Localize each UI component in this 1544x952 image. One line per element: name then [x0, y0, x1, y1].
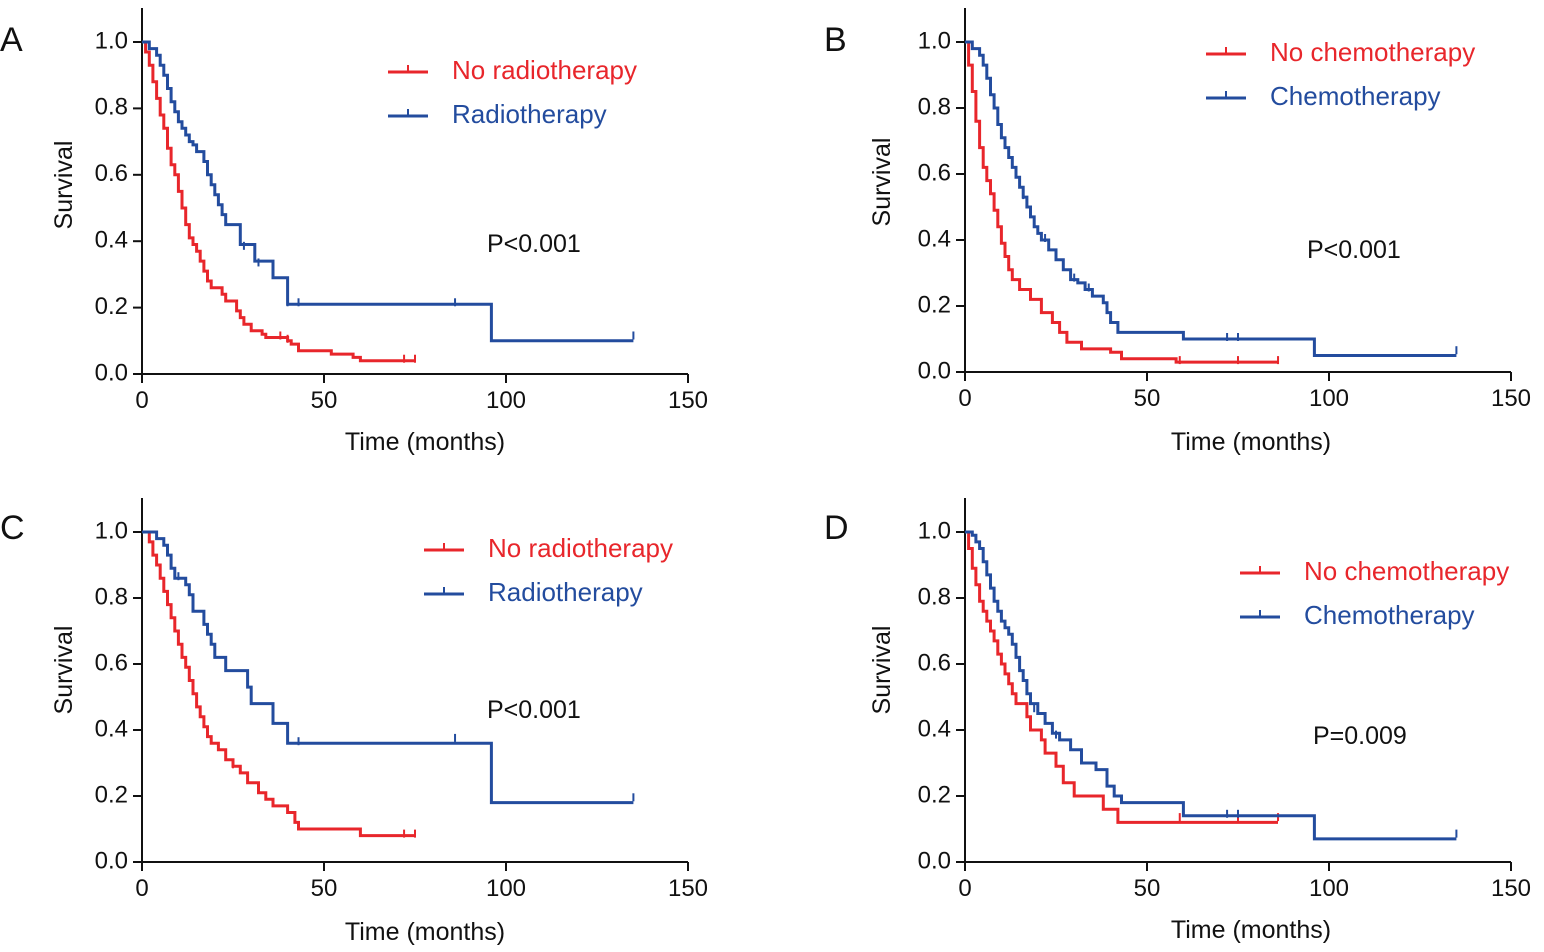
y-axis-title: Survival: [868, 138, 896, 227]
y-tick-label: 0.2: [95, 293, 128, 320]
x-tick-label: 150: [668, 387, 708, 414]
p-value: P<0.001: [487, 696, 581, 724]
survival-curve-no-chemotherapy: [965, 40, 1278, 364]
x-axis-title: Time (months): [1171, 916, 1331, 944]
x-tick-label: 100: [1309, 385, 1349, 412]
x-tick-label: 0: [958, 385, 971, 412]
x-tick-label: 150: [1491, 875, 1531, 902]
x-tick-label: 0: [135, 387, 148, 414]
p-value: P<0.001: [1307, 236, 1401, 264]
legend-label: Radiotherapy: [488, 577, 643, 607]
y-tick-label: 0.4: [918, 715, 951, 742]
y-tick-label: 0.8: [918, 583, 951, 610]
panel-a: A 0.0 0.2 0.4 0.6 0.8 1.0 0 50 100 150 Survival Time…: [0, 8, 708, 456]
survival-curve-radiotherapy: [142, 40, 634, 343]
y-tick-label: 0.0: [918, 357, 951, 384]
survival-curve-chemotherapy: [965, 530, 1457, 841]
x-tick-label: 150: [1491, 385, 1531, 412]
y-tick-label: 0.8: [918, 93, 951, 120]
x-axis-title: Time (months): [345, 918, 505, 946]
panel-c: C 0.0 0.2 0.4 0.6 0.8 1.0 0 50 100 150 Survival Time…: [0, 498, 708, 946]
legend-label: Chemotherapy: [1304, 600, 1475, 630]
y-tick-label: 0.8: [95, 583, 128, 610]
y-tick-label: 1.0: [918, 27, 951, 54]
p-value: P=0.009: [1313, 722, 1407, 750]
survival-curve-chemotherapy: [965, 40, 1457, 357]
y-tick-label: 1.0: [918, 517, 951, 544]
y-tick-label: 0.2: [95, 781, 128, 808]
survival-curve-no-chemotherapy: [965, 530, 1278, 824]
y-tick-label: 0.6: [95, 649, 128, 676]
survival-curve-no-radiotherapy: [142, 40, 415, 363]
x-tick-label: 100: [1309, 875, 1349, 902]
panel-b: B 0.0 0.2 0.4 0.6 0.8 1.0 0 50 100 150 Survival Time…: [824, 8, 1531, 456]
y-tick-label: 0.2: [918, 291, 951, 318]
y-tick-label: 1.0: [95, 517, 128, 544]
y-tick-label: 0.6: [918, 159, 951, 186]
y-tick-label: 0.6: [918, 649, 951, 676]
x-tick-label: 100: [486, 875, 526, 902]
x-axis-title: Time (months): [345, 428, 505, 456]
legend-label: No chemotherapy: [1270, 37, 1475, 67]
legend-label: Chemotherapy: [1270, 81, 1441, 111]
x-tick-label: 100: [486, 387, 526, 414]
survival-curve-radiotherapy: [142, 530, 634, 805]
y-axis-title: Survival: [868, 626, 896, 715]
y-axis-title: Survival: [50, 141, 78, 230]
panel-letter: A: [0, 21, 23, 59]
y-tick-label: 0.2: [918, 781, 951, 808]
panel-letter: C: [0, 509, 25, 547]
legend-label: No radiotherapy: [488, 533, 673, 563]
y-axis-title: Survival: [50, 626, 78, 715]
x-tick-label: 50: [311, 875, 338, 902]
y-tick-label: 1.0: [95, 27, 128, 54]
x-tick-label: 150: [668, 875, 708, 902]
y-tick-label: 0.6: [95, 160, 128, 187]
y-tick-label: 0.0: [918, 847, 951, 874]
x-tick-label: 50: [311, 387, 338, 414]
x-tick-label: 0: [958, 875, 971, 902]
y-tick-label: 0.0: [95, 359, 128, 386]
panel-letter: D: [824, 509, 849, 547]
legend-label: Radiotherapy: [452, 99, 607, 129]
x-axis-title: Time (months): [1171, 428, 1331, 456]
p-value: P<0.001: [487, 230, 581, 258]
y-tick-label: 0.8: [95, 94, 128, 121]
legend-label: No chemotherapy: [1304, 556, 1509, 586]
y-tick-label: 0.4: [95, 715, 128, 742]
x-tick-label: 0: [135, 875, 148, 902]
panel-d: D 0.0 0.2 0.4 0.6 0.8 1.0 0 50 100 150 Survival Time…: [824, 498, 1531, 944]
panel-letter: B: [824, 21, 847, 59]
legend-label: No radiotherapy: [452, 55, 637, 85]
x-tick-label: 50: [1134, 385, 1161, 412]
survival-curve-no-radiotherapy: [142, 530, 415, 838]
y-tick-label: 0.4: [918, 225, 951, 252]
y-tick-label: 0.0: [95, 847, 128, 874]
x-tick-label: 50: [1134, 875, 1161, 902]
y-tick-label: 0.4: [95, 227, 128, 254]
